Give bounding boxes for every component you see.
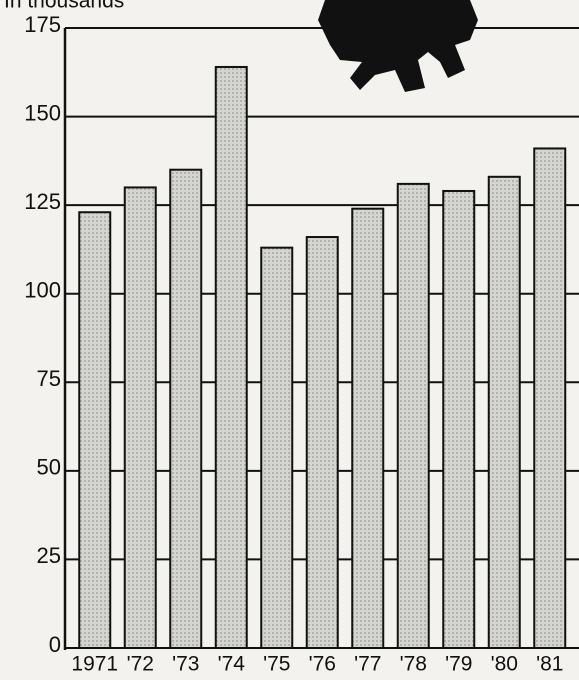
bar (396, 182, 430, 649)
y-tick-label: 75 (37, 366, 61, 391)
bar (442, 189, 476, 649)
bar (487, 175, 521, 650)
y-tick-label: 50 (37, 455, 61, 480)
y-tick-label: 175 (24, 12, 61, 37)
y-tick-label: 125 (24, 189, 61, 214)
x-tick-label: '81 (536, 653, 563, 676)
x-tick-label: '73 (172, 653, 199, 676)
bar (351, 207, 385, 650)
bar (78, 211, 112, 649)
x-tick-label: '76 (309, 653, 336, 676)
x-tick-label: '75 (263, 653, 290, 676)
chart-subtitle: In thousands (4, 0, 124, 13)
bar (214, 65, 248, 649)
bar (123, 186, 157, 650)
horse-illustration (318, 0, 478, 92)
y-tick-label: 0 (49, 632, 61, 657)
bar (305, 236, 339, 649)
bar (533, 147, 567, 649)
x-tick-label: '80 (491, 653, 518, 676)
x-tick-label: '72 (127, 653, 154, 676)
y-tick-label: 100 (24, 278, 61, 303)
y-tick-label: 150 (24, 100, 61, 125)
bar (169, 168, 203, 649)
y-tick-label: 25 (37, 543, 61, 568)
x-tick-label: '79 (445, 653, 472, 676)
bar (260, 246, 294, 650)
x-tick-label: '74 (218, 653, 246, 676)
x-tick-label: '78 (400, 653, 427, 676)
x-tick-label: '77 (354, 653, 381, 676)
x-tick-label: 1971 (71, 653, 118, 676)
